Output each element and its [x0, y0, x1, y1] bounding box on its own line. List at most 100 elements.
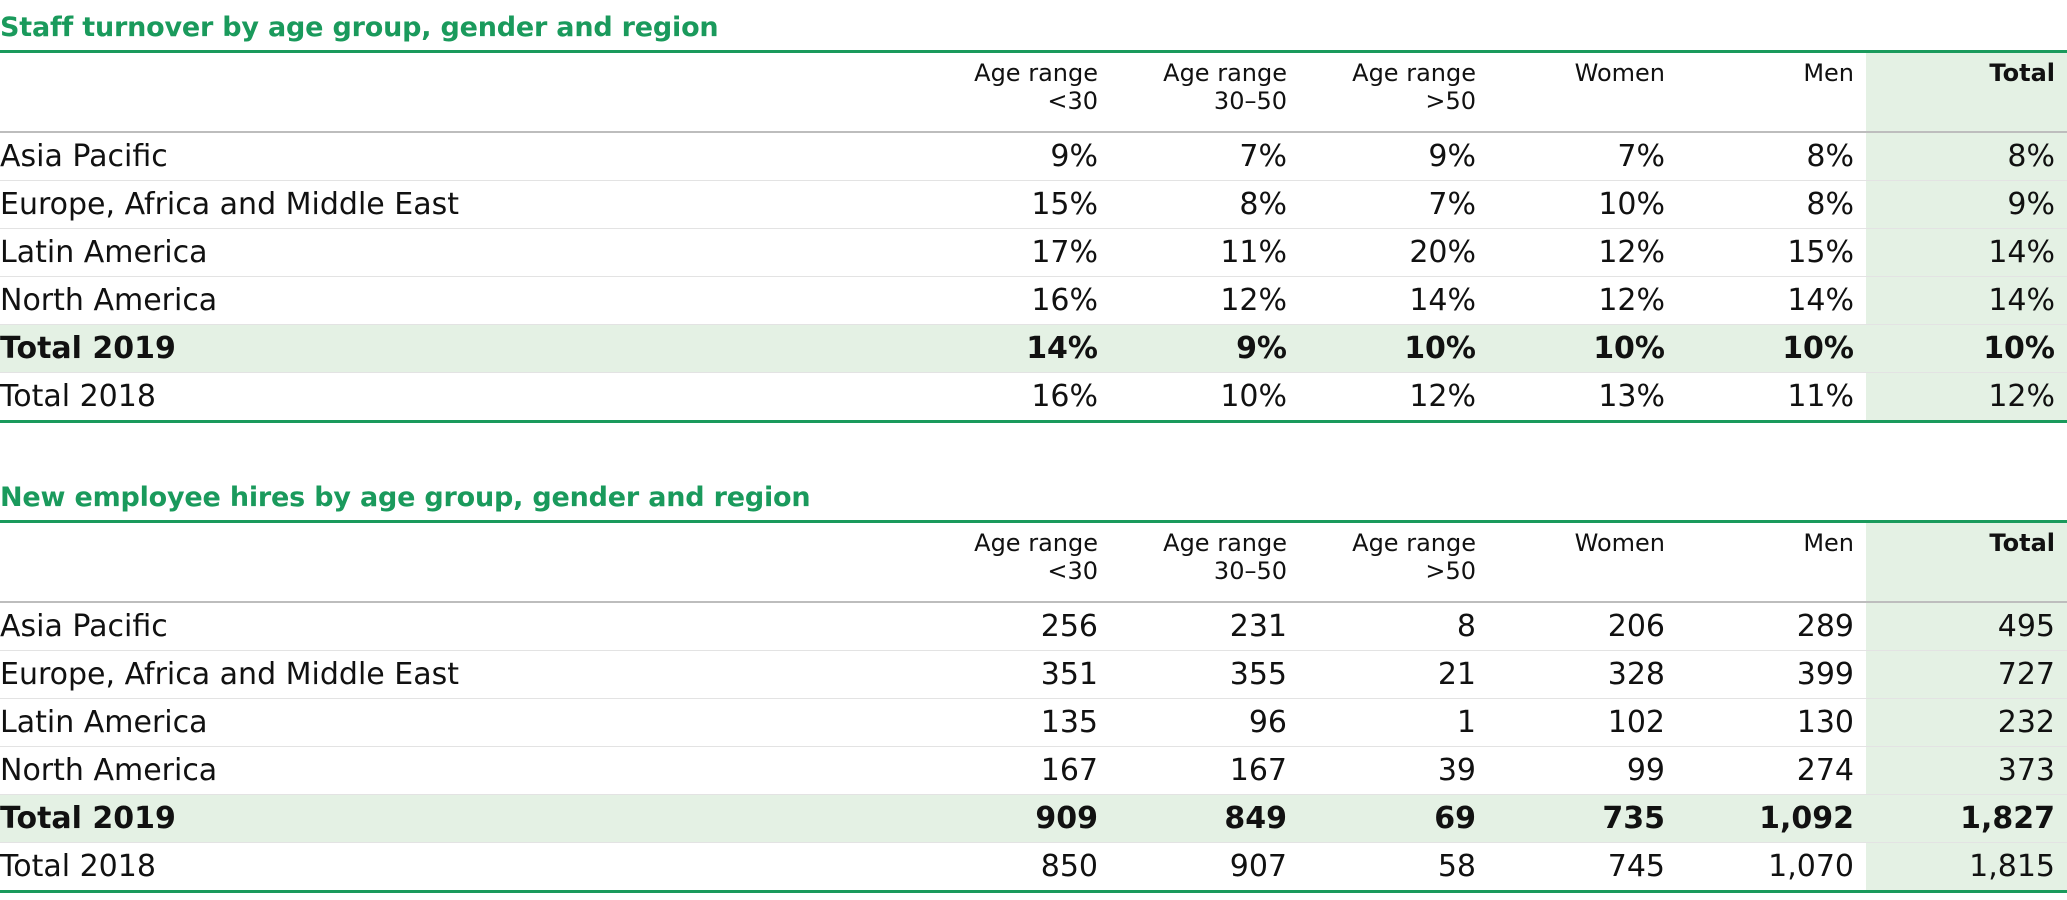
header-men: Men	[1677, 51, 1866, 133]
cell-age-30-50: 11%	[1110, 228, 1299, 277]
cell-age-over-50: 21	[1299, 650, 1488, 699]
row-label: North America	[0, 276, 921, 325]
cell-age-over-50: 20%	[1299, 228, 1488, 277]
cell-age-under-30: 167	[921, 746, 1110, 795]
cell-age-30-50: 355	[1110, 650, 1299, 699]
cell-men: 8%	[1677, 180, 1866, 229]
cell-age-under-30: 135	[921, 698, 1110, 747]
header-age-over-50: Age range >50	[1299, 521, 1488, 603]
row-label: Latin America	[0, 698, 921, 747]
row-label: Total 2018	[0, 379, 156, 414]
cell-men: 15%	[1677, 228, 1866, 277]
cell-total: 12%	[1866, 372, 2067, 422]
cell-men: 399	[1677, 650, 1866, 699]
cell-total: 8%	[1866, 132, 2067, 181]
cell-age-30-50: 231	[1110, 602, 1299, 651]
cell-age-over-50: 14%	[1299, 276, 1488, 325]
cell-men: 8%	[1677, 132, 1866, 181]
cell-age-30-50: 8%	[1110, 180, 1299, 229]
turnover-table: Age range <30 Age range 30–50 Age range >50…	[0, 50, 2067, 423]
cell-men: 10%	[1677, 324, 1866, 373]
cell-women: 206	[1488, 602, 1677, 651]
header-age-30-50: Age range 30–50	[1110, 521, 1299, 603]
total-2018-row: Total 2018 16% 10% 12% 13% 11% 12%	[0, 372, 2067, 422]
row-label: Total 2019	[0, 794, 921, 843]
cell-women: 7%	[1488, 132, 1677, 181]
cell-age-over-50: 8	[1299, 602, 1488, 651]
cell-age-under-30: 17%	[921, 228, 1110, 277]
hires-table: Age range <30 Age range 30–50 Age range >50…	[0, 520, 2067, 893]
cell-total: 14%	[1866, 228, 2067, 277]
table-row: North America 16% 12% 14% 12% 14% 14%	[0, 276, 2067, 325]
cell-age-over-50: 9%	[1299, 132, 1488, 181]
header-label	[0, 521, 921, 603]
cell-men: 1,070	[1768, 849, 1854, 884]
cell-women: 13%	[1598, 379, 1665, 414]
row-label: Asia Pacific	[0, 602, 921, 651]
cell-age-over-50: 10%	[1299, 324, 1488, 373]
cell-men: 130	[1677, 698, 1866, 747]
cell-total: 1,827	[1866, 794, 2067, 843]
cell-women: 99	[1488, 746, 1677, 795]
cell-men: 11%	[1787, 379, 1854, 414]
header-total: Total	[1866, 51, 2067, 133]
cell-age-30-50: 7%	[1110, 132, 1299, 181]
row-label: Europe, Africa and Middle East	[0, 650, 921, 699]
row-label: North America	[0, 746, 921, 795]
cell-age-over-50: 58	[1437, 849, 1476, 884]
table-row: Latin America 135 96 1 102 130 232	[0, 698, 2067, 747]
cell-age-30-50: 12%	[1110, 276, 1299, 325]
header-label	[0, 51, 921, 133]
cell-men: 274	[1677, 746, 1866, 795]
cell-age-under-30: 850	[1040, 849, 1098, 884]
cell-total: 9%	[1866, 180, 2067, 229]
cell-age-over-50: 1	[1299, 698, 1488, 747]
cell-age-under-30: 16%	[1031, 379, 1098, 414]
row-label: Total 2018	[0, 849, 156, 884]
cell-age-under-30: 14%	[921, 324, 1110, 373]
cell-age-over-50: 69	[1299, 794, 1488, 843]
cell-women: 10%	[1488, 180, 1677, 229]
header-age-over-50: Age range >50	[1299, 51, 1488, 133]
row-label: Europe, Africa and Middle East	[0, 180, 921, 229]
cell-age-under-30: 909	[921, 794, 1110, 843]
cell-men: 289	[1677, 602, 1866, 651]
cell-total: 727	[1866, 650, 2067, 699]
cell-women: 328	[1488, 650, 1677, 699]
turnover-section: Staff turnover by age group, gender and …	[0, 6, 2067, 423]
total-2019-row: Total 2019 14% 9% 10% 10% 10% 10%	[0, 324, 2067, 373]
header-age-under-30: Age range <30	[921, 51, 1110, 133]
cell-total: 495	[1866, 602, 2067, 651]
cell-women: 735	[1488, 794, 1677, 843]
cell-age-under-30: 256	[921, 602, 1110, 651]
cell-age-over-50: 39	[1299, 746, 1488, 795]
cell-men: 1,092	[1677, 794, 1866, 843]
table-row: Europe, Africa and Middle East 351 355 2…	[0, 650, 2067, 699]
cell-age-30-50: 10%	[1220, 379, 1287, 414]
header-women: Women	[1488, 51, 1677, 133]
cell-age-under-30: 9%	[921, 132, 1110, 181]
cell-age-30-50: 167	[1110, 746, 1299, 795]
cell-age-under-30: 15%	[921, 180, 1110, 229]
cell-women: 102	[1488, 698, 1677, 747]
cell-women: 745	[1607, 849, 1665, 884]
cell-women: 10%	[1488, 324, 1677, 373]
cell-women: 12%	[1488, 276, 1677, 325]
cell-age-under-30: 16%	[921, 276, 1110, 325]
table-row: Asia Pacific 256 231 8 206 289 495	[0, 602, 2067, 651]
cell-total: 1,815	[1866, 842, 2067, 892]
cell-age-over-50: 7%	[1299, 180, 1488, 229]
row-label: Total 2019	[0, 324, 921, 373]
table-header-row: Age range <30 Age range 30–50 Age range >50…	[0, 51, 2067, 133]
cell-total: 232	[1866, 698, 2067, 747]
hires-section: New employee hires by age group, gender …	[0, 476, 2067, 893]
table-row: Europe, Africa and Middle East 15% 8% 7%…	[0, 180, 2067, 229]
table-row: Asia Pacific 9% 7% 9% 7% 8% 8%	[0, 132, 2067, 181]
cell-total: 373	[1866, 746, 2067, 795]
cell-age-30-50: 9%	[1110, 324, 1299, 373]
turnover-title: Staff turnover by age group, gender and …	[0, 12, 719, 43]
cell-age-30-50: 849	[1110, 794, 1299, 843]
header-age-under-30: Age range <30	[921, 521, 1110, 603]
row-label: Latin America	[0, 228, 921, 277]
table-row: Latin America 17% 11% 20% 12% 15% 14%	[0, 228, 2067, 277]
